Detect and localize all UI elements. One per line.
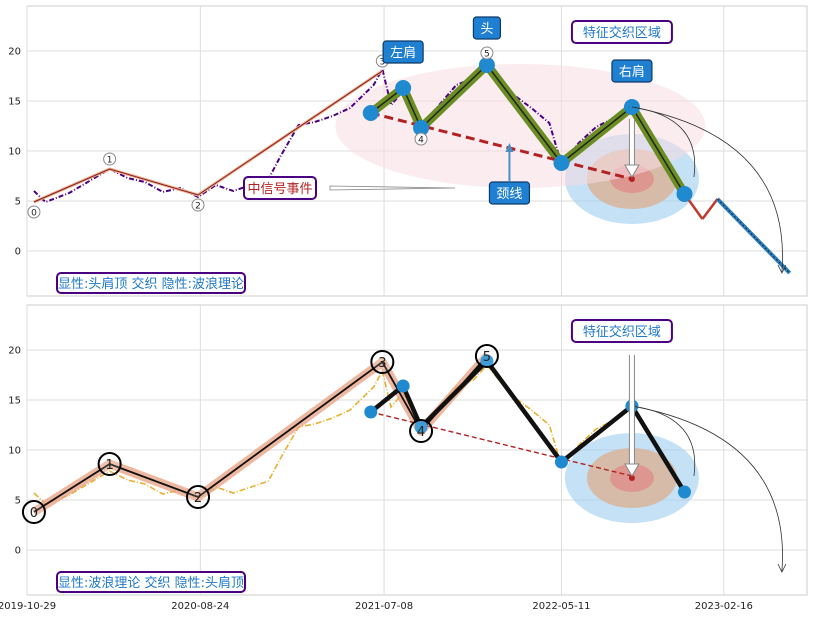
wave-marker-circle [103,152,117,166]
feature-zone-label: 特征交织区域 [583,25,661,41]
wave-line [33,70,383,203]
wave-marker-circle [414,132,428,146]
hs-point [395,80,412,96]
x-tick-label: 2019-10-29 [0,601,56,612]
feature-zone-box [570,20,673,44]
wave-point-label: 4 [418,136,424,146]
y-tick-label: 5 [15,197,21,208]
x-tick-label: 2023-02-16 [695,601,753,612]
left-shoulder-label: 左肩 [390,45,416,61]
panel-title-label: 显性:波浪理论 交织 隐性:头肩顶 [58,575,244,591]
y-tick-label: 10 [8,446,21,457]
hs-point [413,120,430,136]
head-label-box [472,16,502,40]
y-tick-label: 0 [15,247,21,258]
hs-point [480,354,494,368]
y-tick-label: 20 [8,346,21,357]
projection-segment [717,198,791,274]
pattern-area [335,64,706,188]
price-series-line [33,61,633,204]
head-label: 头 [480,22,493,37]
right-shoulder-label-box [611,59,653,83]
wave-marker-circle [370,350,395,374]
wave-marker-circle [27,205,41,219]
wave-point-label: 1 [105,458,113,473]
wave-point-label: 0 [31,209,37,219]
hs-point [414,420,428,434]
right-shoulder-label: 右肩 [619,64,645,80]
event-box [243,176,317,200]
wave-marker-circle [480,46,494,60]
arc-arrowhead [777,264,787,274]
wave-marker-circle [186,485,211,509]
hs-point [364,405,378,419]
hs-point [678,485,692,499]
y-tick-label: 0 [15,546,21,557]
wave-marker-circle [474,344,499,368]
wave-point-label: 2 [194,491,202,506]
feature-zone-box [570,319,673,343]
wave-point-label: 0 [30,506,38,521]
x-tick-label: 2022-05-11 [532,601,590,612]
panel-title-label: 显性:头肩顶 交织 隐性:波浪理论 [58,276,244,292]
y-tick-label: 15 [8,97,21,108]
x-tick-label: 2021-07-08 [355,601,413,612]
event-arrow [329,185,456,191]
panel-title-box [56,571,246,593]
wave-point-label: 3 [378,356,386,371]
projection-arc [631,405,783,572]
wave-point-label: 5 [484,50,490,60]
hs-point [553,155,570,171]
projection-arc [631,106,783,273]
wave-point-label: 4 [417,425,425,440]
arc-arrowhead [777,563,787,573]
y-tick-label: 15 [8,396,21,407]
left-shoulder-label-box [382,40,424,64]
y-tick-label: 20 [8,47,21,58]
wave-marker-circle [409,419,434,443]
wave-point-label: 2 [195,202,201,212]
neckline-arrowhead [505,143,514,152]
y-tick-label: 5 [15,496,21,507]
feature-zone-center [628,475,635,481]
wave-marker-circle [191,198,205,212]
x-tick-label: 2020-08-24 [171,601,229,612]
neckline-label: 颈线 [496,187,522,202]
projection-segment [701,198,719,220]
price-series-line [33,363,633,505]
feature-zone-label: 特征交织区域 [583,324,661,340]
hs-point [396,379,410,393]
hs-point [554,455,568,469]
panel-title-box [56,272,246,294]
hs-point [676,186,693,202]
feature-zone-arrowhead [624,164,640,178]
wave-marker-circle [97,452,122,476]
hs-point [478,57,495,73]
y-tick-label: 10 [8,147,21,158]
wave-point-label: 5 [483,350,491,365]
feature-zone-arrowhead [624,463,640,477]
hs-point [362,105,379,121]
wave-marker-circle [21,500,46,524]
event-label: 中信号事件 [247,182,312,197]
wave-point-label: 3 [379,58,385,68]
wave-point-label: 1 [107,156,113,166]
